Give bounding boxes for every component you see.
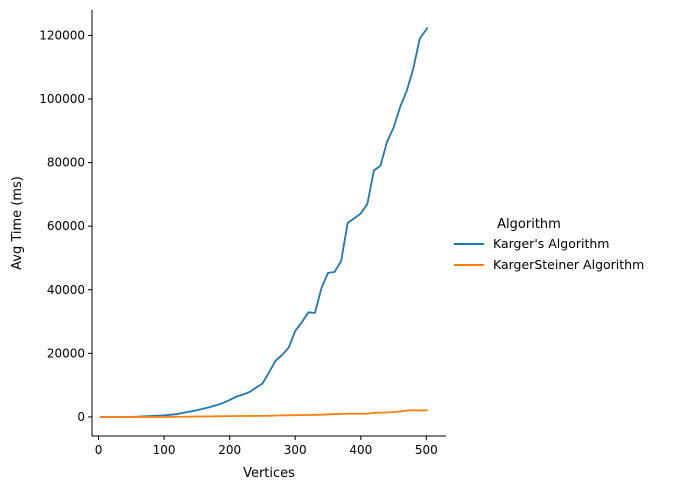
y-tick-label: 60000 (47, 219, 85, 233)
x-axis-label: Vertices (243, 466, 295, 481)
x-tick-label: 200 (218, 443, 241, 457)
legend-title: Algorithm (497, 217, 561, 232)
y-tick-label: 20000 (47, 346, 85, 360)
y-ticks: 0 20000 40000 60000 80000 100000 120000 (39, 28, 92, 424)
x-tick-label: 400 (349, 443, 372, 457)
y-tick-label: 0 (77, 410, 85, 424)
series-line-1 (99, 26, 429, 418)
x-tick-label: 500 (415, 443, 438, 457)
y-tick-label: 40000 (47, 283, 85, 297)
y-tick-label: 120000 (39, 28, 85, 42)
x-tick-label: 0 (95, 443, 103, 457)
y-tick-label: 100000 (39, 92, 85, 106)
series-line-2 (99, 409, 428, 418)
y-tick-label: 80000 (47, 156, 85, 170)
legend-label-1: Karger's Algorithm (493, 236, 609, 251)
x-tick-label: 100 (153, 443, 176, 457)
legend-label-2: KargerSteiner Algorithm (493, 257, 644, 272)
x-ticks: 0 100 200 300 400 500 (95, 436, 438, 457)
series-layer (99, 26, 429, 418)
legend: Algorithm Karger's Algorithm KargerSteine… (454, 217, 644, 272)
plot-area: 0 100 200 300 400 500 0 20000 40000 60000 80000 10… (39, 10, 446, 457)
y-axis-label: Avg Time (ms) (10, 176, 25, 270)
x-tick-label: 300 (284, 443, 307, 457)
